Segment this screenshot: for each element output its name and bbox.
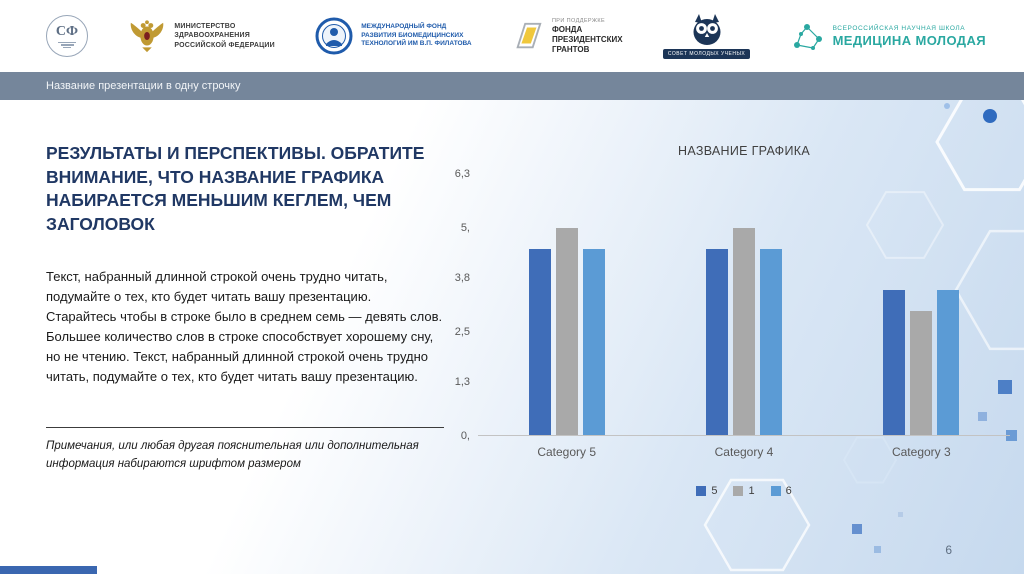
presentation-title-bar: Название презентации в одну строчку xyxy=(0,72,1024,100)
grants-fund-icon xyxy=(516,22,542,49)
legend-swatch-icon xyxy=(696,486,707,496)
bar-series-5-category-3 xyxy=(883,290,906,435)
grants-line: ПРЕЗИДЕНТСКИХ xyxy=(551,34,623,44)
logo-sovet-federacii: СФ xyxy=(46,15,88,57)
bar-series-5-category-5 xyxy=(528,248,551,435)
sovet-federacii-emblem-icon: СФ xyxy=(46,15,88,57)
y-tick-label: 2,5 xyxy=(454,326,470,339)
y-tick-label: 5, xyxy=(460,222,470,235)
bar-group-category-5 xyxy=(528,174,605,435)
bar-group-category-3 xyxy=(883,174,960,435)
slide-content: РЕЗУЛЬТАТЫ И ПЕРСПЕКТИВЫ. ОБРАТИТЕ ВНИМА… xyxy=(0,100,1024,574)
bar-series-6-category-4 xyxy=(759,248,782,435)
bottom-accent-strip xyxy=(0,566,97,574)
note-divider xyxy=(46,427,444,429)
medicina-molodaya-text: ВСЕРОССИЙСКАЯ НАУЧНАЯ ШКОЛА МЕДИЦИНА МОЛ… xyxy=(833,25,986,48)
double-eagle-icon xyxy=(131,20,164,53)
filatov-line: ТЕХНОЛОГИЙ ИМ В.П. ФИЛАТОВА xyxy=(361,40,472,48)
bar-series-1-category-4 xyxy=(732,227,755,435)
chart-body: 6,3 5, 3,8 2,5 1,3 0, xyxy=(442,168,1010,442)
bar-series-6-category-5 xyxy=(582,248,605,435)
minzdrav-line: МИНИСТЕРСТВО xyxy=(174,23,236,31)
chart-x-axis: Category 5 Category 4 Category 3 xyxy=(478,445,1010,459)
y-tick-label: 3,8 xyxy=(454,271,470,284)
text-column: РЕЗУЛЬТАТЫ И ПЕРСПЕКТИВЫ. ОБРАТИТЕ ВНИМА… xyxy=(46,142,444,473)
x-category-label: Category 4 xyxy=(714,445,774,459)
chart-title: НАЗВАНИЕ ГРАФИКА xyxy=(678,144,810,158)
logo-president-grants: ПРИ ПОДДЕРЖКЕ ФОНДА ПРЕЗИДЕНТСКИХ ГРАНТО… xyxy=(512,18,623,55)
minzdrav-line: ЗДРАВООХРАНЕНИЯ xyxy=(174,32,250,40)
filatov-text: МЕЖДУНАРОДНЫЙ ФОНД РАЗВИТИЯ БИОМЕДИЦИНСК… xyxy=(361,23,471,49)
logo-medicina-molodaya: ВСЕРОССИЙСКАЯ НАУЧНАЯ ШКОЛА МЕДИЦИНА МОЛ… xyxy=(791,21,986,51)
bar-series-5-category-4 xyxy=(705,248,728,435)
slide-heading: РЕЗУЛЬТАТЫ И ПЕРСПЕКТИВЫ. ОБРАТИТЕ ВНИМА… xyxy=(46,143,425,234)
mm-name-line: МЕДИЦИНА МОЛОДАЯ xyxy=(832,32,986,48)
legend-label: 6 xyxy=(785,485,792,497)
minzdrav-line: РОССИЙСКОЙ ФЕДЕРАЦИИ xyxy=(174,41,275,49)
mm-school-line: ВСЕРОССИЙСКАЯ НАУЧНАЯ ШКОЛА xyxy=(832,24,966,32)
legend-swatch-icon xyxy=(770,486,781,496)
presentation-title: Название презентации в одну строчку xyxy=(46,80,241,92)
logo-filatov-fund: МЕЖДУНАРОДНЫЙ ФОНД РАЗВИТИЯ БИОМЕДИЦИНСК… xyxy=(315,17,472,55)
grants-line: ГРАНТОВ xyxy=(551,44,590,54)
legend-label: 5 xyxy=(711,485,718,497)
bar-series-6-category-3 xyxy=(937,290,960,435)
filatov-line: РАЗВИТИЯ БИОМЕДИЦИНСКИХ xyxy=(361,31,464,39)
chart-legend: 5 1 6 xyxy=(478,485,1010,497)
sf-caption-lines xyxy=(58,41,76,49)
legend-item-1: 1 xyxy=(733,485,755,497)
filatov-medallion-icon xyxy=(315,17,353,55)
grants-text: ПРИ ПОДДЕРЖКЕ ФОНДА ПРЕЗИДЕНТСКИХ ГРАНТО… xyxy=(552,18,623,55)
slide-body-text: Текст, набранный длинной строкой очень т… xyxy=(46,268,443,385)
logo-minzdrav: МИНИСТЕРСТВО ЗДРАВООХРАНЕНИЯ РОССИЙСКОЙ … xyxy=(128,18,275,54)
legend-label: 1 xyxy=(748,485,755,497)
grants-line: ФОНДА xyxy=(551,24,583,34)
logo-young-scientists: СОВЕТ МОЛОДЫХ УЧЕНЫХ xyxy=(662,13,751,59)
legend-item-6: 6 xyxy=(770,485,792,497)
bar-group-category-4 xyxy=(705,174,782,435)
chart-y-axis: 6,3 5, 3,8 2,5 1,3 0, xyxy=(442,168,478,442)
page-number: 6 xyxy=(945,543,952,557)
x-category-label: Category 3 xyxy=(891,445,951,459)
bar-series-1-category-5 xyxy=(555,227,578,435)
logo-bar: СФ МИНИСТЕРСТВО ЗДРАВООХРАНЕНИЯ РОССИЙСК… xyxy=(0,0,1024,72)
filatov-line: МЕЖДУНАРОДНЫЙ ФОНД xyxy=(361,22,447,30)
y-tick-label: 6,3 xyxy=(454,168,470,180)
bar-chart: НАЗВАНИЕ ГРАФИКА 6,3 5, 3,8 2,5 1,3 0, Catego… xyxy=(442,144,1010,497)
bar-series-1-category-3 xyxy=(910,310,933,435)
owl-icon xyxy=(693,14,721,45)
grants-support-line: ПРИ ПОДДЕРЖКЕ xyxy=(551,17,606,24)
y-tick-label: 1,3 xyxy=(454,375,470,388)
chart-plot xyxy=(478,174,1010,436)
sf-monogram: СФ xyxy=(55,23,79,39)
slide-note: Примечания, или любая другая пояснительн… xyxy=(46,440,419,470)
legend-item-5: 5 xyxy=(696,485,717,497)
x-category-label: Category 5 xyxy=(537,445,597,459)
young-scientists-label: СОВЕТ МОЛОДЫХ УЧЕНЫХ xyxy=(662,49,751,59)
legend-swatch-icon xyxy=(733,486,744,496)
molecule-icon xyxy=(793,24,822,50)
minzdrav-text: МИНИСТЕРСТВО ЗДРАВООХРАНЕНИЯ РОССИЙСКОЙ … xyxy=(174,22,275,49)
y-tick-label: 0, xyxy=(460,430,470,442)
